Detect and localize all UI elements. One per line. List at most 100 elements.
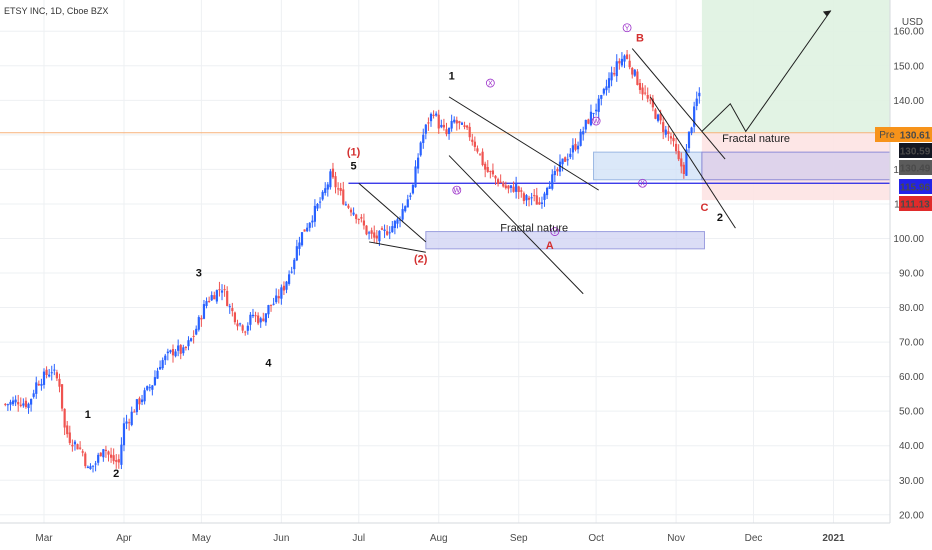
candle-body bbox=[251, 314, 255, 317]
price-tag-value: 115.96 bbox=[900, 183, 930, 194]
candle-body bbox=[419, 142, 422, 156]
candle-body bbox=[262, 318, 265, 322]
candle-body bbox=[486, 167, 489, 172]
candle-body bbox=[607, 78, 611, 88]
wave-label: 4 bbox=[265, 357, 272, 369]
candle-body bbox=[89, 466, 92, 469]
candle-body bbox=[329, 171, 332, 188]
candle-body bbox=[102, 449, 105, 458]
candle-body bbox=[63, 408, 66, 428]
candle-body bbox=[693, 106, 696, 127]
candle-body bbox=[558, 161, 562, 172]
candle-body bbox=[122, 423, 126, 446]
candle-body bbox=[367, 232, 371, 234]
candle-body bbox=[468, 126, 471, 138]
y-tick-label: 40.00 bbox=[899, 441, 924, 452]
channel-lower-2 bbox=[448, 155, 584, 295]
candle-body bbox=[404, 206, 407, 212]
candle-body bbox=[437, 114, 440, 129]
candle-body bbox=[264, 313, 267, 323]
candle-body bbox=[282, 285, 286, 291]
candle-body bbox=[295, 246, 298, 261]
candle-body bbox=[120, 444, 123, 465]
candle-body bbox=[618, 61, 621, 64]
y-tick-label: 50.00 bbox=[899, 407, 924, 418]
candle-body bbox=[71, 444, 74, 447]
price-tag-bg bbox=[899, 196, 932, 211]
candle-body bbox=[698, 92, 701, 97]
candle-body bbox=[50, 372, 53, 374]
candle-body bbox=[60, 384, 64, 409]
candle-body bbox=[682, 164, 685, 175]
candle-body bbox=[659, 113, 662, 121]
candle-body bbox=[210, 295, 213, 301]
candle-body bbox=[672, 137, 675, 142]
wave-label: A bbox=[546, 240, 554, 252]
price-tag-bg bbox=[899, 179, 932, 194]
candle-body bbox=[269, 304, 273, 306]
candle-body bbox=[99, 452, 102, 457]
candle-body bbox=[349, 209, 353, 213]
candle-body bbox=[156, 370, 159, 379]
candle-body bbox=[463, 125, 466, 128]
candle-body bbox=[533, 195, 536, 197]
candle-body bbox=[435, 113, 438, 116]
candle-body bbox=[662, 122, 665, 133]
candle-body bbox=[192, 335, 195, 337]
pre-tag-label: Pre bbox=[879, 130, 895, 141]
candle-body bbox=[527, 197, 531, 200]
subwave-circle bbox=[638, 178, 647, 188]
candle-body bbox=[339, 188, 342, 192]
candle-body bbox=[254, 315, 257, 317]
candle-body bbox=[656, 114, 660, 121]
candle-body bbox=[646, 94, 649, 99]
candle-body bbox=[579, 131, 582, 146]
candle-body bbox=[174, 351, 177, 357]
candle-body bbox=[200, 317, 203, 320]
candle-body bbox=[228, 306, 231, 308]
pre-tag-bg bbox=[875, 127, 899, 142]
candle-body bbox=[442, 124, 445, 128]
candle-body bbox=[257, 315, 260, 324]
candle-body bbox=[551, 174, 554, 189]
candle-body bbox=[685, 149, 688, 176]
candle-body bbox=[272, 303, 275, 305]
symbol-header: ETSY INC, 1D, Cboe BZX bbox=[4, 6, 108, 16]
candle-body bbox=[14, 399, 17, 403]
candle-body bbox=[687, 131, 691, 149]
candle-body bbox=[125, 421, 128, 424]
candle-body bbox=[502, 182, 505, 187]
candle-body bbox=[220, 290, 224, 293]
wave-label: 5 bbox=[351, 160, 357, 172]
candle-body bbox=[525, 195, 528, 201]
candle-body bbox=[504, 185, 507, 189]
candle-body bbox=[236, 323, 239, 327]
candle-body bbox=[600, 95, 603, 99]
candle-body bbox=[184, 346, 187, 348]
candle-body bbox=[202, 304, 206, 319]
candle-body bbox=[238, 323, 242, 325]
candle-body bbox=[35, 382, 38, 394]
candle-body bbox=[86, 466, 89, 469]
candle-body bbox=[515, 184, 518, 192]
candle-body bbox=[171, 349, 175, 356]
candle-body bbox=[233, 312, 237, 323]
candles bbox=[4, 49, 701, 473]
candle-body bbox=[259, 318, 262, 323]
candle-body bbox=[189, 338, 193, 341]
y-tick-label: 140.00 bbox=[893, 96, 924, 107]
candle-body bbox=[179, 345, 182, 354]
candle-body bbox=[27, 403, 30, 408]
candle-body bbox=[17, 402, 20, 405]
candle-body bbox=[73, 441, 77, 445]
y-tick-label: 170.00 bbox=[893, 0, 924, 3]
candle-body bbox=[473, 141, 476, 147]
candle-body bbox=[218, 289, 221, 291]
candle-body bbox=[334, 176, 337, 188]
candle-body bbox=[406, 199, 409, 208]
candle-body bbox=[633, 69, 636, 76]
candle-body bbox=[84, 453, 87, 467]
candle-body bbox=[249, 314, 252, 325]
candle-body bbox=[677, 150, 680, 160]
